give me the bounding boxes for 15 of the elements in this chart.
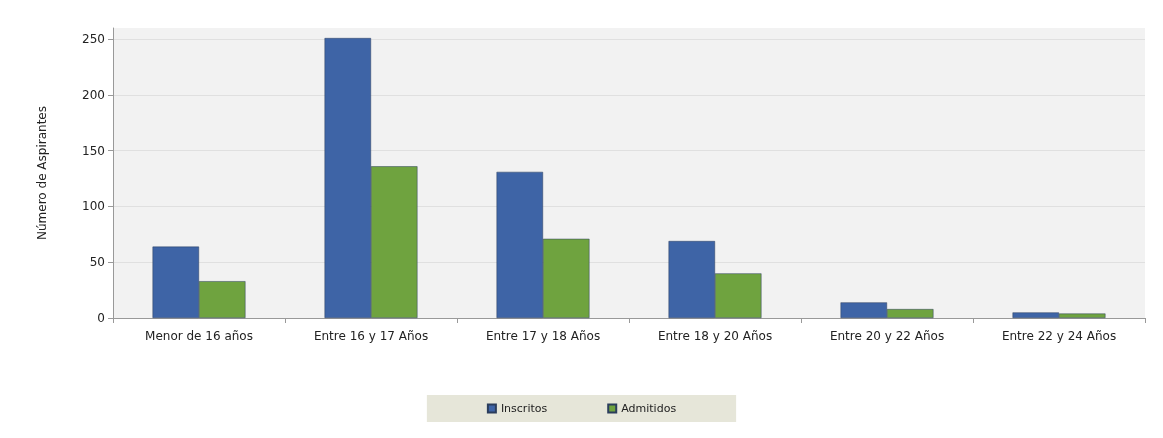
- y-tick-label: 0: [97, 311, 105, 325]
- y-axis-title: Número de Aspirantes: [35, 106, 49, 240]
- legend-label: Inscritos: [500, 402, 548, 415]
- x-tick-label: Menor de 16 años: [145, 329, 253, 343]
- y-tick-label: 100: [82, 199, 105, 214]
- y-tick-label: 250: [82, 32, 105, 47]
- x-tick-label: Entre 22 y 24 Años: [1001, 329, 1117, 343]
- y-tick-label: 200: [82, 87, 105, 102]
- legend-label: Admitidos: [621, 402, 677, 415]
- y-tick-label: 150: [82, 143, 105, 158]
- x-tick-label: Entre 17 y 18 Años: [485, 329, 601, 343]
- x-tick-label: Entre 18 y 20 Años: [657, 329, 773, 343]
- y-tick-label: 50: [89, 255, 105, 270]
- x-tick-label: Entre 16 y 17 Años: [313, 329, 429, 343]
- x-tick-label: Entre 20 y 22 Años: [829, 329, 945, 343]
